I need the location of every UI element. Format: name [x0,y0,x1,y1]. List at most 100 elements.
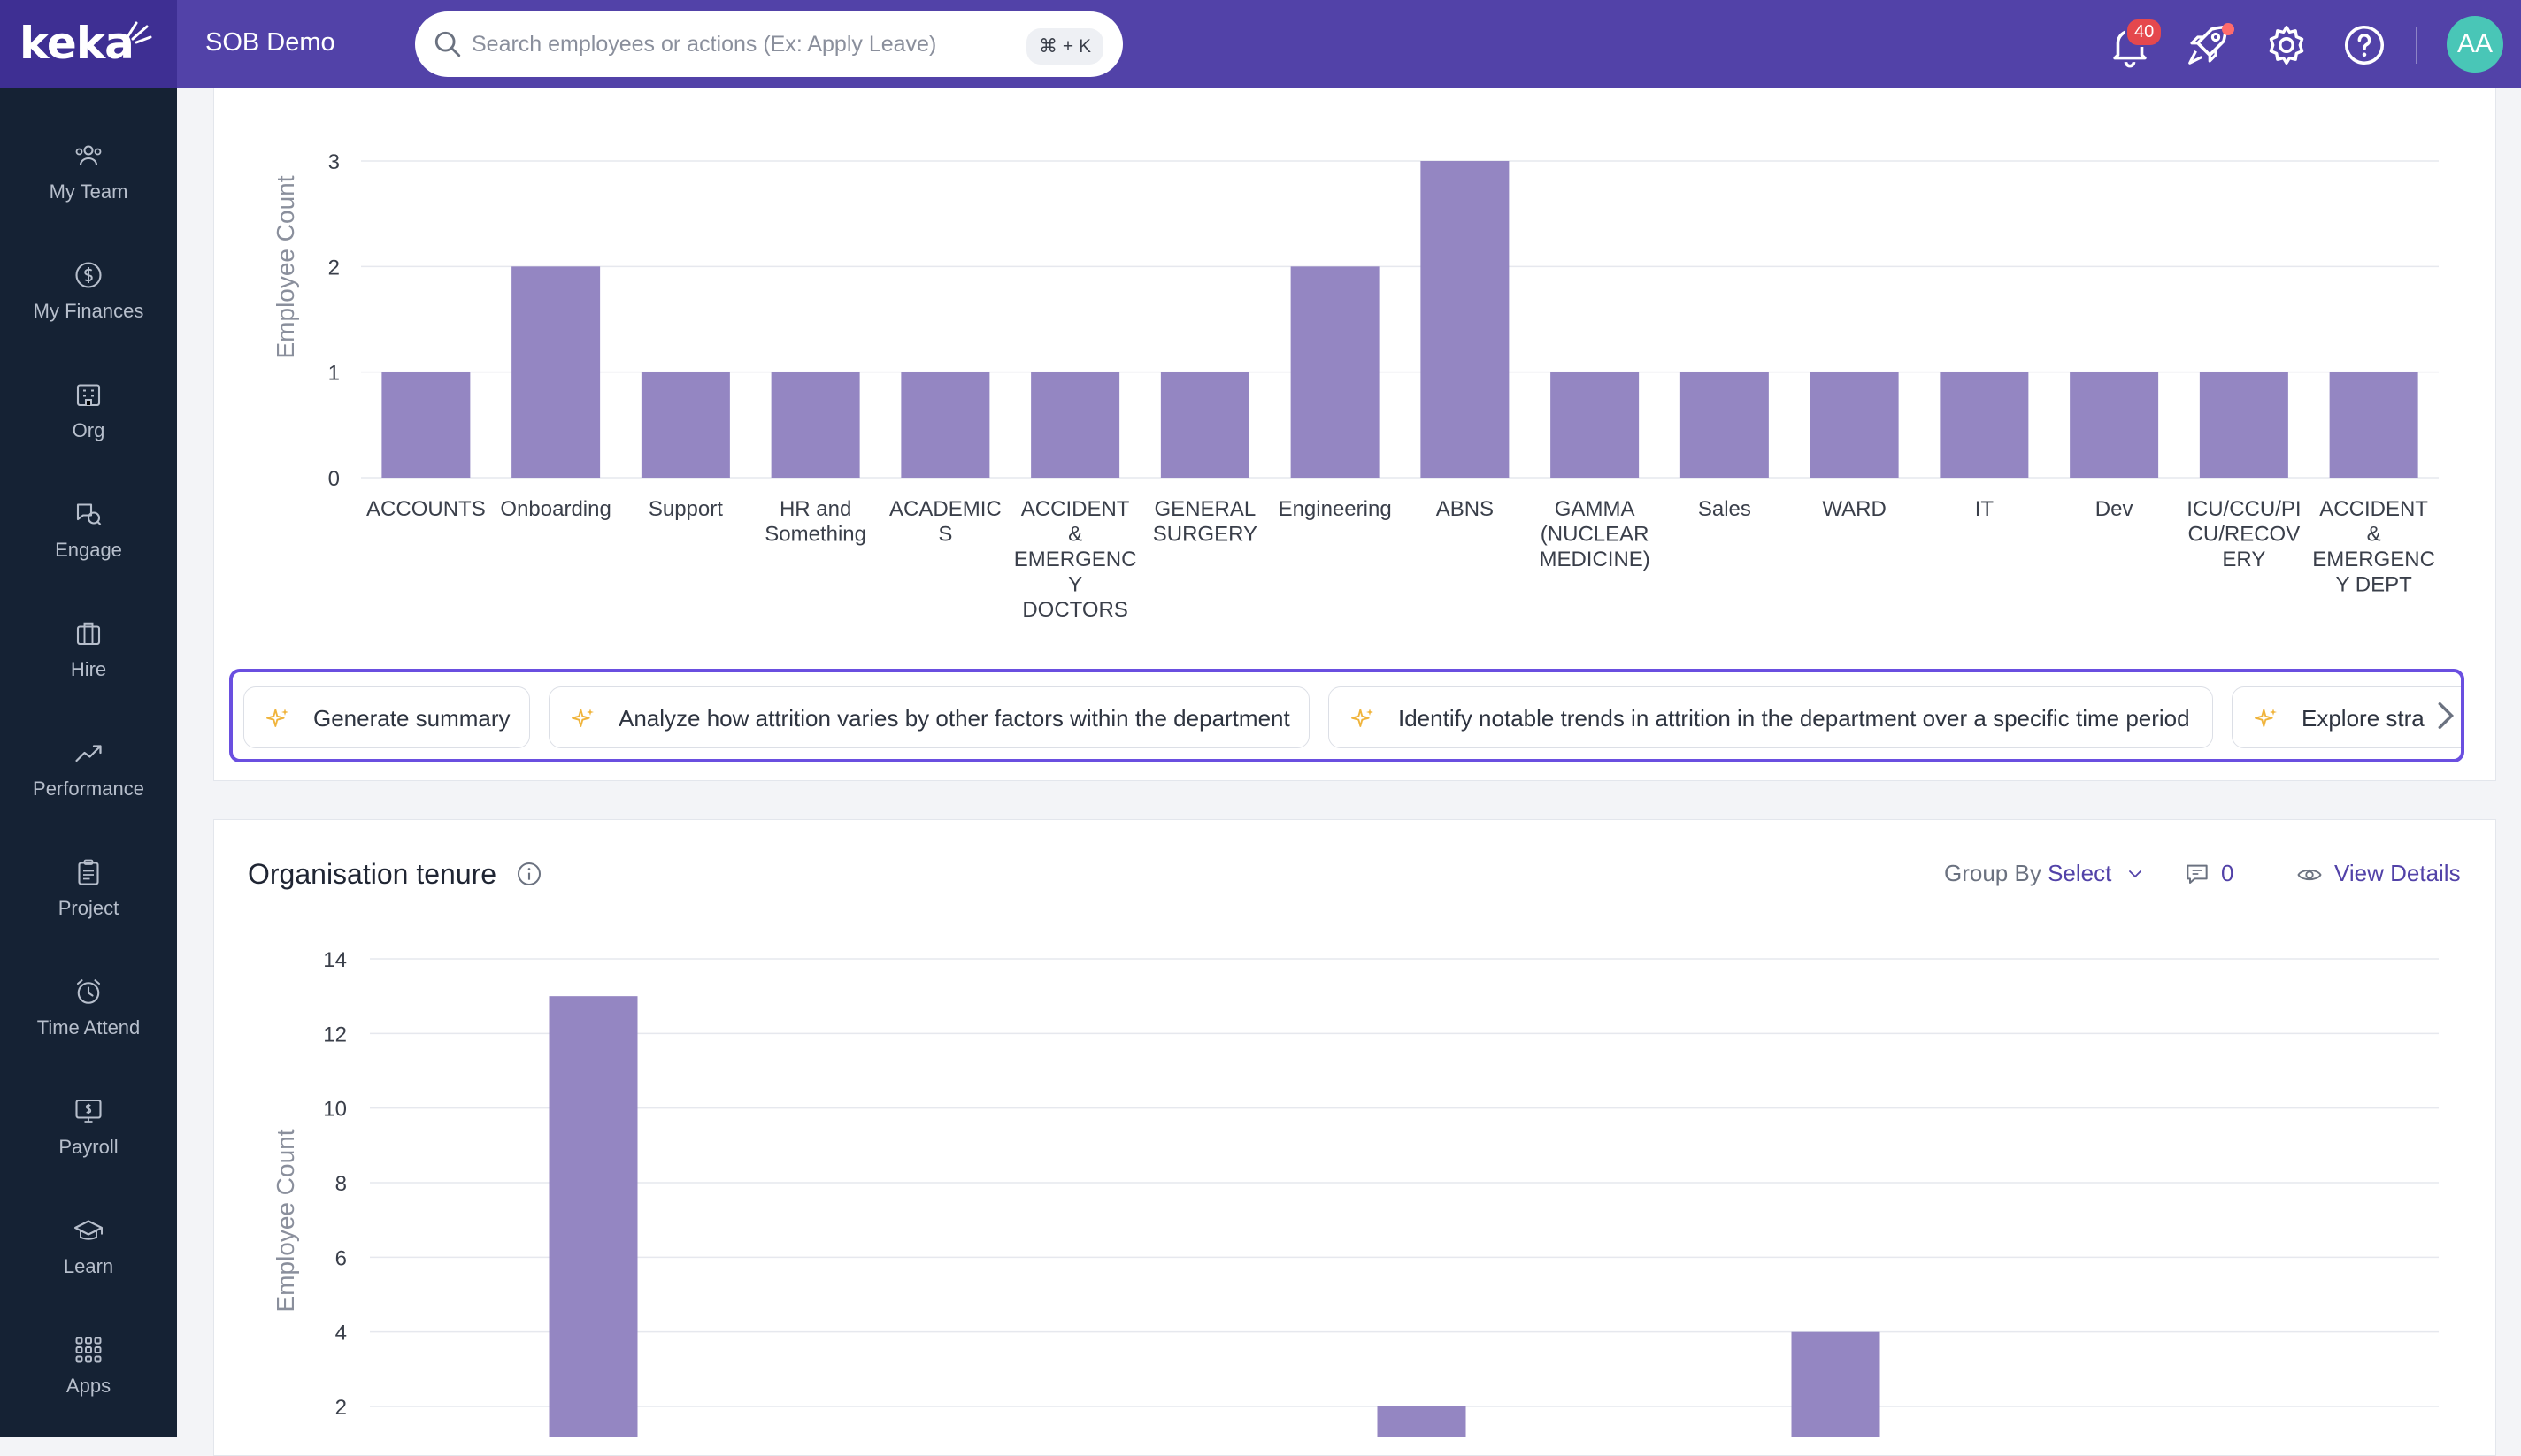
y-tick-label: 2 [335,1396,347,1420]
y-tick-label: 10 [323,1098,347,1122]
view-details-link[interactable]: View Details [2334,860,2461,886]
x-tick-label: EMERGENC [2312,548,2435,571]
sidebar-item-org[interactable]: Org [0,379,177,485]
sidebar-item-time-attend[interactable]: Time Attend [0,976,177,1082]
sidebar-item-label: Performance [33,778,144,800]
sidebar-item-label: Hire [70,658,107,680]
keka-logo: keka [19,18,135,69]
sidebar-item-my-finances[interactable]: My Finances [0,259,177,365]
chart-bar [1377,1406,1466,1437]
sidebar-item-hire[interactable]: Hire [0,617,177,724]
chart-bar [549,996,638,1437]
x-tick-label: S [938,523,952,547]
sparkle-icon [1351,709,1373,727]
chart-bar [1160,372,1249,478]
card-title: Organisation tenure [248,858,497,890]
sidebar-item-project[interactable]: Project [0,856,177,962]
sidebar-item-performance[interactable]: Performance [0,737,177,843]
chart-bar [1550,372,1640,478]
chip-label: Identify notable trends in attrition in … [1398,705,2190,732]
search-input[interactable]: Search employees or actions (Ex: Apply L… [472,32,937,57]
y-axis-label: Employee Count [272,1129,299,1312]
x-tick-label: HR and [780,497,851,521]
chart-bar [1940,372,2029,478]
x-tick-label: Dev [2095,497,2133,521]
top-bar: keka SOB Demo Search employees or action… [0,0,2521,88]
org-icon [76,384,101,407]
chart-bar [1810,372,1899,478]
x-tick-label: Engineering [1279,497,1392,521]
sidebar-item-engage[interactable]: Engage [0,498,177,604]
x-tick-label: EMERGENC [1014,548,1137,571]
chip-label: Explore stra [2302,705,2425,732]
y-tick-label: 8 [335,1172,347,1196]
hire-icon [76,622,101,646]
x-tick-label: MEDICINE) [1539,548,1649,571]
sidebar-item-label: Engage [55,539,122,561]
chart-bar [1679,372,1769,478]
group-by-value: Select [2048,860,2112,886]
y-axis-label: Employee Count [272,175,299,358]
group-by-label: Group By [1944,860,2041,886]
chip-generate-summary[interactable]: Generate summary [243,686,530,748]
chip-label: Generate summary [313,705,511,732]
chip-analyze-attrition[interactable]: Analyze how attrition varies by other fa… [549,686,1310,748]
sidebar-item-my-team[interactable]: My Team [0,140,177,246]
sparkle-icon [572,709,594,727]
search-bar[interactable]: Search employees or actions (Ex: Apply L… [415,11,1123,77]
y-tick-label: 14 [323,948,347,972]
x-tick-label: ACCIDENT [1021,497,1130,521]
chart-bar [2070,372,2159,478]
x-tick-label: ABNS [1436,497,1494,521]
project-icon [78,859,99,885]
chart-bar [1420,161,1510,478]
learn-icon [73,1220,104,1240]
x-tick-label: Sales [1698,497,1751,521]
avatar[interactable]: AA [2447,16,2503,73]
sidebar-item-learn[interactable]: Learn [0,1215,177,1321]
chart-bar [1791,1331,1880,1437]
search-shortcut: ⌘ + K [1026,28,1103,65]
chevron-down-icon[interactable] [2125,863,2146,885]
x-tick-label: IT [1975,497,1995,521]
x-tick-label: ACCIDENT [2319,497,2428,521]
sidebar: My Team My Finances Org Engage Hire Perf… [0,88,177,1437]
chip-label: Analyze how attrition varies by other fa… [619,705,1290,732]
sidebar-item-apps[interactable]: Apps [0,1334,177,1440]
x-tick-label: DOCTORS [1022,598,1128,622]
sidebar-item-label: My Team [49,180,128,203]
chevron-right-icon[interactable] [2433,699,2457,732]
chip-explore-strategies[interactable]: Explore stra [2232,686,2461,748]
comment-icon[interactable] [2183,860,2211,888]
comment-count[interactable]: 0 [2221,860,2234,886]
y-tick-label: 3 [328,150,340,174]
org-name[interactable]: SOB Demo [205,28,335,57]
x-tick-label: ICU/CCU/PI [2187,497,2301,521]
info-icon[interactable] [515,860,543,888]
y-tick-label: 12 [323,1023,347,1046]
x-tick-label: WARD [1822,497,1886,521]
x-tick-label: Something [765,523,866,547]
x-tick-label: CU/RECOV [2188,523,2301,547]
rocket-dot [2222,23,2234,35]
sidebar-item-label: Org [72,419,105,441]
finances-icon [75,262,102,288]
x-tick-label: SURGERY [1153,523,1257,547]
gear-icon[interactable] [2263,21,2310,69]
x-tick-label: Support [649,497,723,521]
x-tick-label: Y [1068,573,1082,597]
x-tick-label: & [1068,523,1082,547]
logo-area[interactable]: keka [0,0,177,88]
ai-suggestion-chips: Generate summary Analyze how attrition v… [229,669,2464,762]
y-tick-label: 2 [328,256,340,280]
chip-identify-trends[interactable]: Identify notable trends in attrition in … [1328,686,2213,748]
chart-bar [1290,266,1380,478]
sidebar-item-payroll[interactable]: Payroll [0,1095,177,1201]
group-by-dropdown[interactable]: Group By Select [1944,860,2111,887]
sparkle-icon [2255,709,2277,727]
x-tick-label: Onboarding [500,497,611,521]
sidebar-item-label: Payroll [58,1136,119,1158]
help-icon[interactable] [2340,21,2388,69]
sparkle-icon [266,709,288,727]
